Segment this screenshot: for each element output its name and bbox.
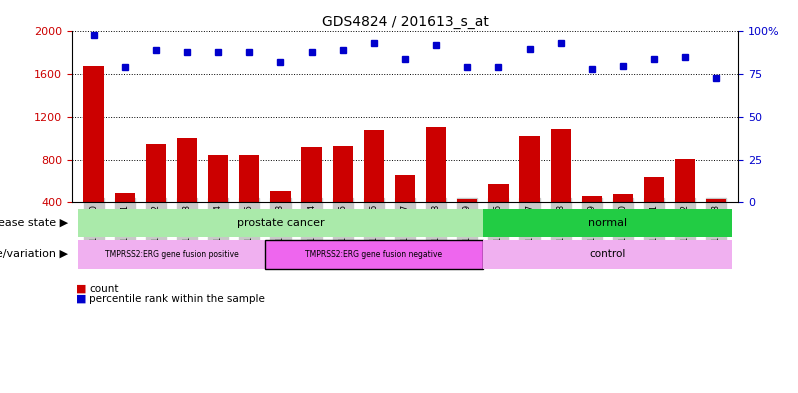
- Bar: [613, 194, 633, 245]
- Text: percentile rank within the sample: percentile rank within the sample: [89, 294, 265, 304]
- Bar: [395, 174, 415, 245]
- Bar: [706, 199, 726, 245]
- Text: prostate cancer: prostate cancer: [237, 218, 324, 228]
- Bar: [265, 240, 483, 269]
- Bar: [582, 196, 602, 245]
- Bar: [551, 129, 571, 245]
- Bar: [78, 209, 483, 237]
- Text: control: control: [589, 250, 626, 259]
- Text: ■: ■: [76, 284, 86, 294]
- Bar: [302, 147, 322, 245]
- Bar: [333, 146, 353, 245]
- Bar: [208, 155, 228, 245]
- Bar: [177, 138, 197, 245]
- Bar: [483, 240, 732, 269]
- Text: disease state ▶: disease state ▶: [0, 218, 68, 228]
- Text: normal: normal: [588, 218, 627, 228]
- Bar: [488, 184, 508, 245]
- Bar: [519, 136, 539, 245]
- Bar: [271, 191, 290, 245]
- Bar: [84, 66, 104, 245]
- Bar: [115, 193, 135, 245]
- Bar: [483, 209, 732, 237]
- Bar: [426, 127, 446, 245]
- Text: ■: ■: [76, 294, 86, 304]
- Bar: [239, 155, 259, 245]
- Title: GDS4824 / 201613_s_at: GDS4824 / 201613_s_at: [322, 15, 488, 29]
- Bar: [457, 199, 477, 245]
- Text: TMPRSS2:ERG gene fusion negative: TMPRSS2:ERG gene fusion negative: [306, 250, 442, 259]
- Bar: [146, 143, 166, 245]
- Text: count: count: [89, 284, 119, 294]
- Bar: [644, 177, 664, 245]
- Text: TMPRSS2:ERG gene fusion positive: TMPRSS2:ERG gene fusion positive: [105, 250, 239, 259]
- Bar: [675, 159, 695, 245]
- Bar: [364, 130, 384, 245]
- Text: genotype/variation ▶: genotype/variation ▶: [0, 250, 68, 259]
- Bar: [78, 240, 265, 269]
